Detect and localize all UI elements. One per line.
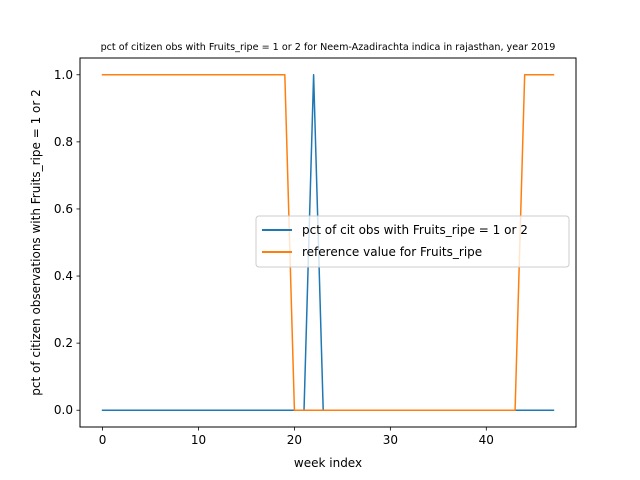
x-tick-label: 30 bbox=[383, 433, 398, 447]
series-layer bbox=[101, 74, 555, 411]
x-tick-label: 20 bbox=[287, 433, 302, 447]
y-tick-label: 1.0 bbox=[54, 68, 73, 82]
y-axis: 0.0 0.2 0.4 0.6 0.8 1.0 bbox=[54, 68, 80, 417]
y-tick-label: 0.2 bbox=[54, 336, 73, 350]
y-tick-label: 0.6 bbox=[54, 202, 73, 216]
y-tick-label: 0.4 bbox=[54, 269, 73, 283]
legend-entry-1: pct of cit obs with Fruits_ripe = 1 or 2 bbox=[302, 223, 528, 237]
x-tick-label: 0 bbox=[99, 433, 107, 447]
x-axis-label: week index bbox=[294, 456, 362, 470]
x-tick-label: 40 bbox=[479, 433, 494, 447]
y-axis-label: pct of citizen observations with Fruits_… bbox=[29, 89, 43, 395]
legend-box bbox=[255, 215, 570, 268]
x-tick-label: 10 bbox=[191, 433, 206, 447]
plot-frame bbox=[79, 57, 577, 428]
series-line-2 bbox=[101, 74, 555, 411]
x-axis: 0 10 20 30 40 bbox=[99, 427, 494, 447]
chart-title: pct of citizen obs with Fruits_ripe = 1 … bbox=[101, 42, 556, 53]
legend: pct of cit obs with Fruits_ripe = 1 or 2… bbox=[255, 215, 570, 268]
legend-entry-2: reference value for Fruits_ripe bbox=[302, 245, 482, 259]
y-tick-label: 0.8 bbox=[54, 135, 73, 149]
y-tick-label: 0.0 bbox=[54, 403, 73, 417]
